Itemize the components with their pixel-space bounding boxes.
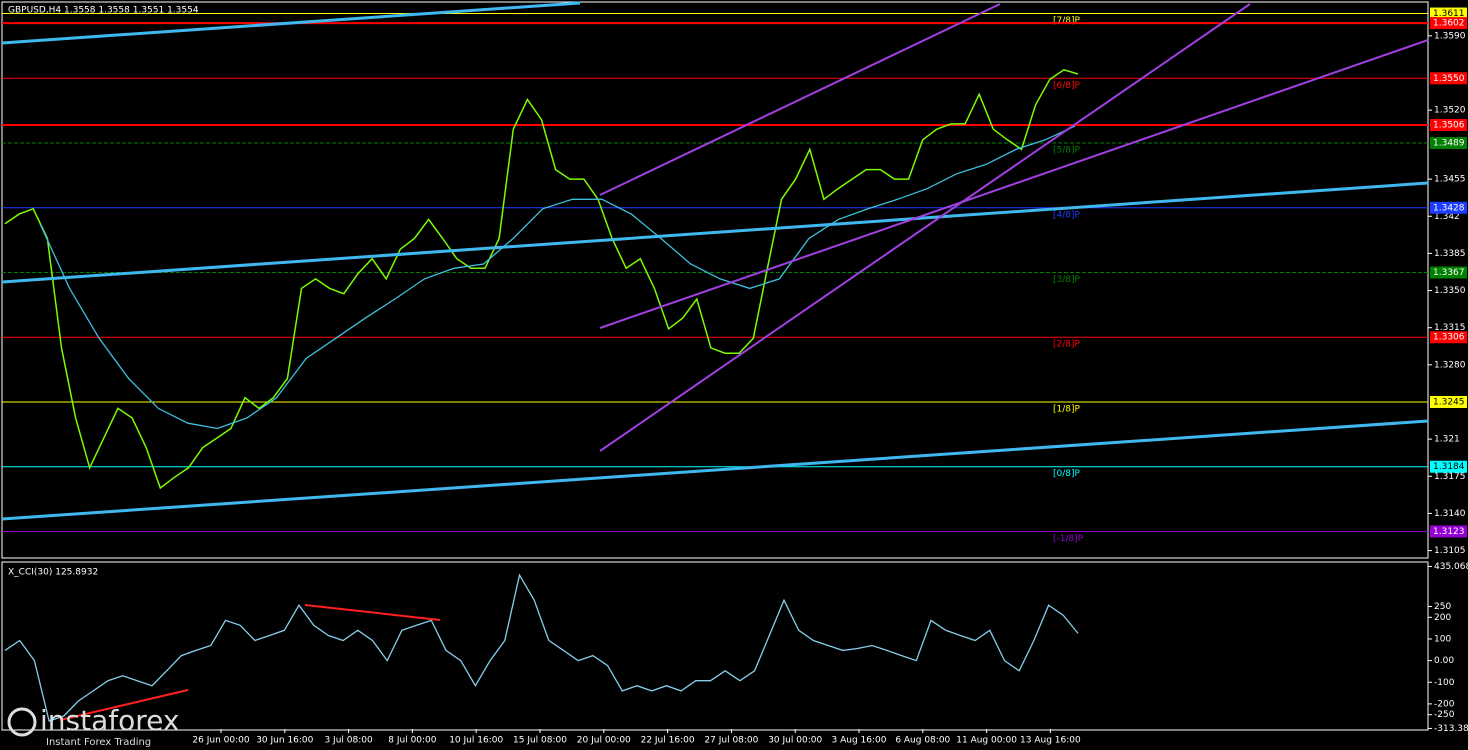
level-price-label: 1.3506 xyxy=(1433,120,1465,130)
x-tick-label: 10 Jul 16:00 xyxy=(449,736,503,746)
trend-line xyxy=(1,181,1429,284)
divergence-line xyxy=(59,689,189,721)
y-tick-label: -250 xyxy=(1434,710,1455,720)
level-price-label: 1.3306 xyxy=(1433,333,1465,343)
cci-title: X_CCI(30) 125.8932 xyxy=(8,568,98,578)
series-line xyxy=(4,68,1079,490)
x-tick-label: 6 Aug 08:00 xyxy=(895,736,950,746)
y-tick-label: 1.3105 xyxy=(1434,546,1466,556)
level-price-label: 1.3602 xyxy=(1433,19,1465,29)
level-price-box xyxy=(1430,331,1467,344)
level-price-label: 1.3184 xyxy=(1433,462,1465,472)
x-tick-label: 27 Jul 08:00 xyxy=(704,736,758,746)
level-price-box xyxy=(1430,72,1467,85)
y-tick-label: 1.3175 xyxy=(1434,472,1466,482)
level-tag: [-1/8]P xyxy=(1053,534,1084,544)
y-tick-label: 250 xyxy=(1434,602,1451,612)
y-tick-label: 1.3350 xyxy=(1434,286,1466,296)
y-tick-label: 1.321 xyxy=(1434,435,1460,445)
level-price-box xyxy=(1430,201,1467,214)
x-tick-label: 3 Aug 16:00 xyxy=(832,736,887,746)
price-panel: 1.3590 1.3520 1.3455 1.342 1.3385 1.3350 1.331… xyxy=(2,7,1467,556)
level-tag: [5/8]P xyxy=(1053,146,1081,156)
x-tick-label: 13 Aug 16:00 xyxy=(1020,736,1081,746)
y-tick-label: 1.3315 xyxy=(1434,323,1466,333)
y-tick-label: 200 xyxy=(1434,613,1451,623)
y-tick-label: 1.342 xyxy=(1434,212,1460,222)
x-tick-label: 8 Jul 00:00 xyxy=(388,736,437,746)
level-price-box xyxy=(1430,460,1467,473)
y-tick-label: 0.00 xyxy=(1434,656,1454,666)
logo-slogan: Instant Forex Trading xyxy=(46,737,151,748)
channel-line xyxy=(599,39,1429,329)
level-tag: [0/8]P xyxy=(1053,469,1081,479)
trend-line xyxy=(1,1,581,45)
level-tag: [6/8]P xyxy=(1053,81,1081,91)
level-tag: [1/8]P xyxy=(1053,404,1081,414)
level-tag: [7/8]P xyxy=(1053,16,1081,26)
frames xyxy=(1,1,1429,731)
x-tick-label: 11 Aug 00:00 xyxy=(956,736,1017,746)
level-price-box xyxy=(1430,266,1467,279)
level-tag: [4/8]P xyxy=(1053,210,1081,220)
x-tick-label: 30 Jun 16:00 xyxy=(256,736,313,746)
logo-icon xyxy=(7,707,37,737)
level-price-box xyxy=(1430,137,1467,150)
x-tick-label: 15 Jul 08:00 xyxy=(513,736,567,746)
y-tick-label: 435.0684 xyxy=(1434,562,1468,572)
channel-line xyxy=(599,3,1251,452)
y-tick-label: 100 xyxy=(1434,634,1451,644)
y-tick-label: 1.3590 xyxy=(1434,31,1466,41)
level-price-label: 1.3367 xyxy=(1433,268,1465,278)
x-tick-label: 3 Jul 08:00 xyxy=(324,736,373,746)
y-tick-label: -100 xyxy=(1434,678,1455,688)
x-tick-label: 26 Jun 00:00 xyxy=(192,736,249,746)
cci-frame xyxy=(1,561,1429,731)
y-tick-label: 1.3280 xyxy=(1434,360,1466,370)
level-price-box xyxy=(1430,525,1467,538)
level-price-label: 1.3611 xyxy=(1433,9,1465,19)
logo: instaforex Instant Forex Trading xyxy=(7,704,179,748)
divergence-lines xyxy=(59,604,441,721)
trend-lines xyxy=(1,1,1429,521)
level-tag: [2/8]P xyxy=(1053,340,1081,350)
level-price-box xyxy=(1430,118,1467,131)
level-price-box xyxy=(1430,395,1467,408)
series-line xyxy=(39,125,1076,430)
level-price-label: 1.3489 xyxy=(1433,139,1465,149)
chart-header: GBPUSD,H4 1.3558 1.3558 1.3551 1.3554 xyxy=(8,6,199,16)
y-tick-label: -313.386 xyxy=(1434,724,1468,734)
trend-line xyxy=(1,419,1429,521)
level-price-label: 1.3428 xyxy=(1433,203,1465,213)
y-tick-label: -200 xyxy=(1434,699,1455,709)
level-price-box xyxy=(1430,7,1467,20)
y-tick-label: 1.3385 xyxy=(1434,249,1466,259)
level-price-label: 1.3245 xyxy=(1433,397,1465,407)
y-tick-label: 1.3140 xyxy=(1434,509,1466,519)
y-tick-label: 1.3455 xyxy=(1434,175,1466,185)
series-line xyxy=(4,573,1079,722)
divergence-line xyxy=(304,604,441,621)
x-tick-label: 20 Jul 00:00 xyxy=(577,736,631,746)
channel-lines xyxy=(599,3,1429,452)
price-frame xyxy=(1,1,1429,559)
level-price-label: 1.3550 xyxy=(1433,74,1465,84)
y-tick-label: 1.3520 xyxy=(1434,106,1466,116)
x-tick-label: 22 Jul 16:00 xyxy=(641,736,695,746)
level-price-box xyxy=(1430,17,1467,30)
level-tag: [3/8]P xyxy=(1053,275,1081,285)
logo-name: instaforex xyxy=(40,704,179,737)
x-tick-label: 30 Jul 00:00 xyxy=(768,736,822,746)
level-price-label: 1.3123 xyxy=(1433,527,1465,537)
channel-line xyxy=(599,3,1001,196)
